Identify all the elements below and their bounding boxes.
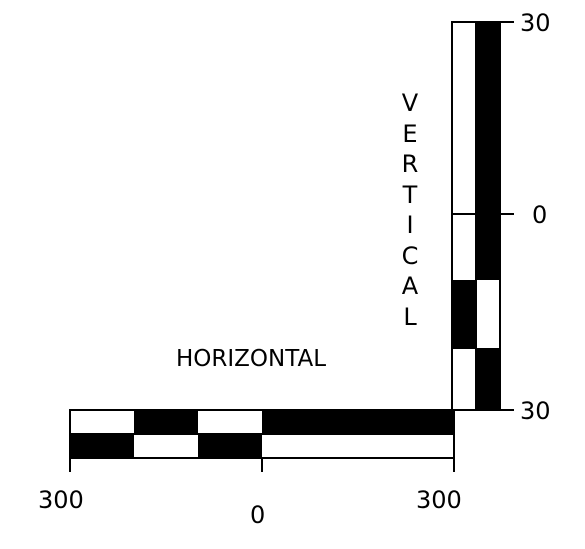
vertical-tick-label-bottom: 30 xyxy=(520,397,551,425)
vertical-tick-label-mid: 0 xyxy=(532,201,548,229)
horizontal-tick-label-mid: 0 xyxy=(250,501,266,529)
horizontal-tick-label-left: 300 xyxy=(38,486,84,514)
vertical-bar-black-mid xyxy=(452,280,476,348)
vertical-axis-label-letter: V xyxy=(401,89,419,117)
horizontal-tick-label-right: 300 xyxy=(416,486,462,514)
vertical-axis-label-letter: E xyxy=(402,119,418,148)
vertical-axis-label-letter: R xyxy=(401,150,419,178)
vertical-bar-black-upper xyxy=(476,22,500,280)
vertical-bar-left-column xyxy=(451,21,477,411)
vertical-bar-black-lower xyxy=(476,348,500,410)
horizontal-bar-black-1 xyxy=(134,410,198,434)
vertical-tick-label-top: 30 xyxy=(520,9,551,37)
horizontal-bar-black-4 xyxy=(198,434,262,458)
horizontal-bar-black-2 xyxy=(262,410,454,434)
horizontal-scale-bar xyxy=(69,409,455,472)
vertical-axis-label-letter: I xyxy=(406,211,414,239)
vertical-axis-label-letter: L xyxy=(403,302,417,331)
horizontal-bar-black-3 xyxy=(70,434,134,458)
horizontal-axis-label: HORIZONTAL xyxy=(176,346,327,372)
vertical-axis-label-letter: A xyxy=(401,272,419,300)
vertical-scale-bar xyxy=(451,21,514,411)
vertical-axis-label-letter: T xyxy=(402,180,418,209)
vertical-axis-label-letter: C xyxy=(401,241,419,270)
